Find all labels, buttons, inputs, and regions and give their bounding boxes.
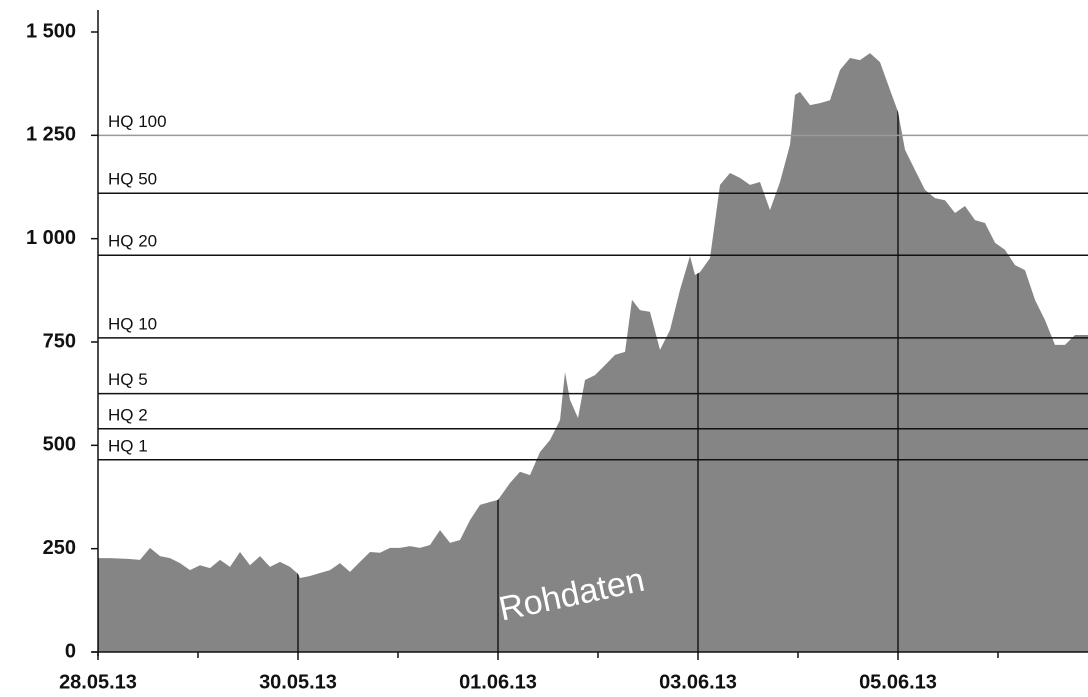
y-tick-label: 1 000 [26,227,76,249]
reference-label: HQ 2 [108,405,148,424]
x-tick-label: 28.05.13 [59,671,137,693]
area [98,53,1088,652]
reference-label: HQ 100 [108,112,167,131]
y-tick-label: 500 [43,434,76,456]
reference-label: HQ 1 [108,436,148,455]
reference-label: HQ 5 [108,370,148,389]
y-tick-label: 1 250 [26,124,76,146]
x-tick-label: 30.05.13 [259,671,337,693]
y-tick-label: 250 [43,537,76,559]
y-tick-label: 0 [65,640,76,662]
x-tick-label: 05.06.13 [859,671,937,693]
x-tick-label: 01.06.13 [459,671,537,693]
reference-label: HQ 50 [108,170,157,189]
reference-label: HQ 20 [108,232,157,251]
x-tick-label: 03.06.13 [659,671,737,693]
reference-label: HQ 10 [108,314,157,333]
y-tick-label: 1 500 [26,20,76,42]
y-tick-label: 750 [43,330,76,352]
